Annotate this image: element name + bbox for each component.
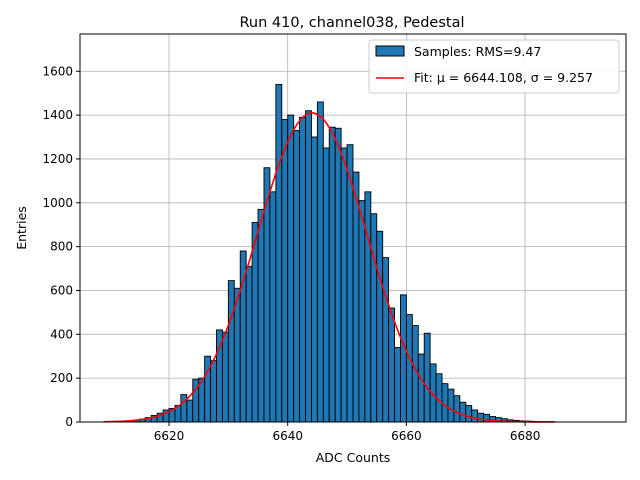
histogram-bar — [275, 83, 283, 423]
histogram-bar — [471, 409, 479, 423]
legend-box — [368, 39, 620, 94]
y-tick-label: 1600 — [42, 64, 73, 78]
y-tick-label: 1000 — [42, 196, 73, 210]
histogram-bar — [394, 347, 401, 423]
histogram-bar — [322, 147, 330, 423]
histogram-bar — [358, 200, 366, 423]
x-tick-label: 6640 — [272, 429, 303, 443]
histogram-bar — [352, 171, 360, 423]
histogram-bar — [287, 114, 295, 423]
histogram-bar — [447, 388, 455, 423]
histogram-bar — [293, 130, 301, 423]
histogram-bar — [477, 412, 485, 423]
histogram-bar — [382, 257, 390, 423]
histogram-bar — [186, 399, 194, 423]
histogram-bar — [453, 395, 461, 423]
histogram-bar — [305, 110, 312, 423]
y-tick-label: 1200 — [42, 152, 73, 166]
legend-histogram-swatch — [375, 45, 405, 57]
y-tick-label: 0 — [65, 415, 73, 429]
histogram-bar — [227, 280, 235, 423]
legend: Samples: RMS=9.47 Fit: μ = 6644.108, σ =… — [368, 39, 620, 94]
x-axis-label: ADC Counts — [316, 450, 391, 465]
legend-fit-label: Fit: μ = 6644.108, σ = 9.257 — [414, 70, 593, 85]
histogram-bar — [257, 208, 265, 423]
plot-frame — [79, 33, 627, 423]
histogram-bar — [269, 191, 277, 423]
x-tick-label: 6620 — [154, 429, 185, 443]
histogram-bar — [405, 314, 413, 423]
y-axis-ticks: 0 200 400 600 800 1000 1200 1400 1600 — [42, 64, 80, 429]
histogram-bar — [281, 119, 289, 423]
chart-title: Run 410, channel038, Pedestal — [239, 15, 464, 31]
histogram-bar — [388, 307, 395, 423]
histogram-bar — [251, 222, 259, 423]
legend-histogram-label: Samples: RMS=9.47 — [414, 44, 541, 59]
histogram-bar — [459, 401, 467, 423]
histogram-bar — [210, 360, 217, 423]
histogram-bar — [400, 294, 407, 423]
y-tick-label: 400 — [50, 327, 73, 341]
histogram-bar — [370, 213, 378, 423]
histogram-bar — [417, 353, 425, 423]
histogram-bar — [316, 101, 324, 423]
histogram-bar — [245, 265, 253, 423]
histogram-bar — [376, 230, 384, 423]
histogram-bar — [334, 127, 342, 423]
x-axis-ticks: 6620 6640 6660 6680 — [154, 422, 541, 443]
y-tick-label: 800 — [50, 240, 73, 254]
histogram-bar — [441, 383, 449, 423]
histogram-bar — [221, 331, 229, 423]
histogram-bar — [364, 191, 372, 423]
fit-curve — [103, 112, 555, 423]
histogram-bar — [299, 116, 306, 423]
x-tick-label: 6680 — [510, 429, 541, 443]
y-tick-label: 600 — [50, 283, 73, 297]
y-tick-label: 200 — [50, 371, 73, 385]
histogram-bar — [328, 126, 336, 423]
histogram-bar — [180, 394, 188, 423]
y-tick-label: 1400 — [42, 108, 73, 122]
y-axis-label: Entries — [14, 206, 29, 250]
histogram-bar — [340, 147, 348, 423]
histogram-bar — [465, 405, 473, 423]
histogram-bar — [311, 136, 318, 423]
x-tick-label: 6660 — [391, 429, 422, 443]
histogram-bar — [423, 332, 431, 423]
